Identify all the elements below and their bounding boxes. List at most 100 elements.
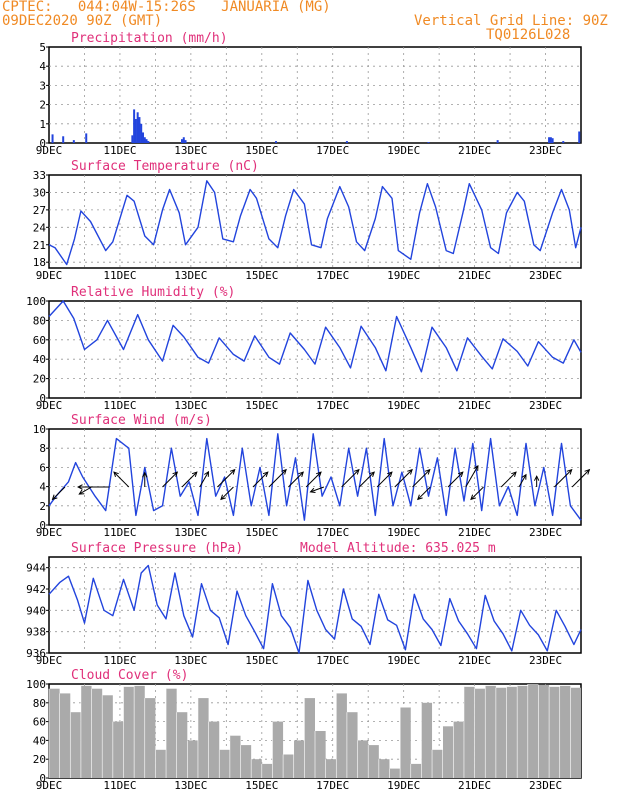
wind-arrow-shaft [500,471,517,488]
cloud-bar [538,684,550,778]
pres-xtick-label: 17DEC [316,654,349,667]
cloud-bar [197,698,209,778]
precip-bar [134,119,137,143]
pres-panel-title: Surface Pressure (hPa) [71,541,243,556]
wind-arrow-shaft [310,486,325,493]
wind-plot-frame [48,428,582,526]
cloud-bar [208,721,220,778]
rh-xtick-label: 21DEC [458,399,491,412]
wind-arrow-head [191,471,198,478]
pres-xtick-label: 15DEC [245,654,278,667]
wind-arrow-head [521,473,527,480]
wind-ytick-label: 8 [39,442,46,455]
cloud-ytick-label: 40 [33,734,46,747]
pres-xtick-label: 11DEC [103,654,136,667]
wind-xtick-label: 11DEC [103,526,136,539]
wind-arrow-head [369,471,375,478]
temp-xtick-label: 13DEC [174,269,207,282]
precip-xtick-label: 11DEC [103,144,136,157]
precip-bar [85,133,88,143]
precip-bar [143,137,146,143]
precip-bar [182,137,185,143]
wind-arrow-shaft [412,469,431,488]
cloud-bar [346,712,358,778]
wind-arrow-head [316,471,322,478]
temp-ytick-label: 30 [33,186,46,199]
temp-panel-title: Surface Temperature (nC) [71,159,259,174]
precip-bar [136,112,139,143]
wind-arrow-shaft [394,469,413,488]
precip-bar [345,141,348,143]
wind-arrow-shaft [217,469,236,488]
wind-arrow-head [113,471,119,478]
wind-xtick-label: 17DEC [316,526,349,539]
rh-ytick-label: 100 [26,295,46,308]
cloud-bar [368,745,379,778]
wind-ytick-label: 6 [39,461,46,474]
cloud-xtick-label: 21DEC [458,779,491,792]
wind-arrow-shaft [288,471,304,488]
wind-arrow-shaft [79,486,92,495]
wind-arrow-head [470,494,476,501]
pres-ytick-label: 938 [26,626,46,639]
cloud-bar [570,687,581,778]
wind-arrow-shaft [417,486,431,500]
pres-series-line [48,564,582,654]
wind-xtick-label: 13DEC [174,526,207,539]
pres-xtick-label: 13DEC [174,654,207,667]
wind-arrow-shaft [162,471,178,488]
rh-ytick-label: 60 [33,334,46,347]
temp-xtick-label: 11DEC [103,269,136,282]
cloud-bar [527,684,539,778]
cloud-bar [134,685,145,778]
cloud-bar [176,712,188,778]
cloud-bar [219,749,230,778]
rh-xtick-label: 19DEC [387,399,420,412]
temp-xtick-label: 9DEC [36,269,63,282]
wind-arrow-shaft [554,469,573,488]
wind-arrow-head [51,494,58,501]
cloud-bar [485,685,496,778]
precip-bar [145,139,148,143]
precip-plot-frame [48,46,582,144]
cloud-bar [506,686,518,778]
wind-arrow-shaft [447,471,464,488]
cloud-bar [378,759,390,778]
cloud-bar [293,740,305,778]
precip-ytick-label: 2 [39,99,46,112]
wind-arrow-head [511,471,517,478]
precip-bar [184,140,187,143]
precip-bar [138,117,141,143]
temp-xtick-label: 23DEC [529,269,562,282]
cloud-bar [272,721,284,778]
cloud-bar [59,693,71,778]
precip-xtick-label: 23DEC [529,144,562,157]
wind-ytick-label: 2 [39,500,46,513]
cloud-xtick-label: 9DEC [36,779,63,792]
wind-arrow-shaft [376,471,393,488]
wind-arrow-head [473,464,479,471]
wind-arrow-head [220,494,226,501]
temp-plot-frame [48,174,582,269]
rh-xtick-label: 13DEC [174,399,207,412]
precip-ytick-label: 0 [39,137,46,150]
wind-arrow-head [78,489,85,495]
temp-xtick-label: 15DEC [245,269,278,282]
wind-arrow-head [309,487,316,493]
pres-xtick-label: 21DEC [458,654,491,667]
cloud-bar [144,698,156,778]
model-code: TQ0126L028 [486,27,571,43]
wind-ytick-label: 4 [39,481,46,494]
precip-bar [147,141,150,143]
cloud-xtick-label: 13DEC [174,779,207,792]
rh-ytick-label: 40 [33,353,46,366]
pres-xtick-label: 23DEC [529,654,562,667]
cloud-xtick-label: 19DEC [387,779,420,792]
pres-ytick-label: 942 [26,583,46,596]
cloud-bar [261,763,273,778]
wind-arrow-head [457,471,464,478]
pres-xtick-label: 19DEC [387,654,420,667]
cloud-xtick-label: 23DEC [529,779,562,792]
wind-arrow-head [417,494,423,501]
precip-bar [551,138,554,143]
